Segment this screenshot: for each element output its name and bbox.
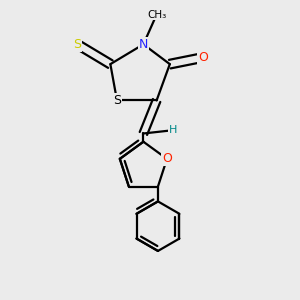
Text: S: S bbox=[73, 38, 81, 51]
Text: H: H bbox=[169, 125, 177, 135]
Text: N: N bbox=[139, 38, 148, 51]
Text: O: O bbox=[198, 51, 208, 64]
Text: S: S bbox=[113, 94, 121, 107]
Text: O: O bbox=[162, 152, 172, 165]
Text: CH₃: CH₃ bbox=[147, 10, 166, 20]
